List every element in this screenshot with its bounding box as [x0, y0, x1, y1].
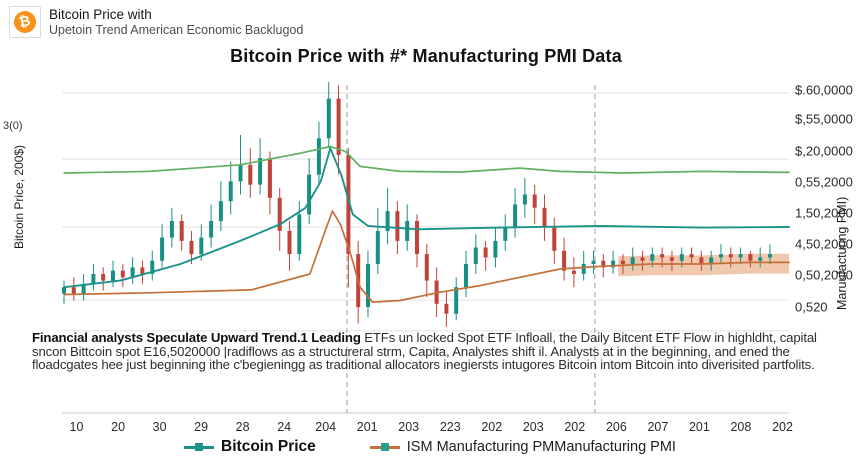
svg-text:223: 223: [440, 420, 461, 434]
svg-text:30: 30: [153, 420, 167, 434]
svg-text:202: 202: [481, 420, 502, 434]
legend-square-marker-icon: [381, 443, 389, 451]
svg-text:28: 28: [236, 420, 250, 434]
header: ₿ Bitcoin Price with Upetoin Trend Ameri…: [9, 6, 303, 38]
legend-line-marker-icon: [184, 446, 214, 449]
bitcoin-pmi-chart-page: $.60,0000$,55,0000$,20,00000,55,20001,50…: [0, 0, 860, 469]
svg-text:$,55,0000: $,55,0000: [795, 112, 853, 127]
chart-canvas: $.60,0000$,55,0000$,20,00000,55,20001,50…: [0, 0, 860, 469]
y-axis-label-right: Maruufacturing PMI): [835, 168, 849, 338]
svg-text:24: 24: [277, 420, 291, 434]
x-axis-ticks: 10 20 30 29 28 24 204 201 203 223 202 203 202 206 207 2…: [70, 420, 793, 434]
svg-text:$.60,0000: $.60,0000: [795, 82, 853, 97]
svg-text:201: 201: [689, 420, 710, 434]
header-subtitle: Upetoin Trend American Economic Backlugo…: [49, 23, 303, 38]
legend-line-marker-icon: [370, 446, 400, 449]
bitcoin-coin-icon: ₿: [14, 11, 36, 33]
bitcoin-logo: ₿: [9, 6, 41, 38]
svg-text:207: 207: [647, 420, 668, 434]
header-text: Bitcoin Price with Upetoin Trend America…: [49, 6, 303, 38]
svg-text:202: 202: [564, 420, 585, 434]
svg-text:204: 204: [315, 420, 336, 434]
svg-text:202: 202: [772, 420, 793, 434]
header-title: Bitcoin Price with: [49, 7, 303, 23]
svg-text:29: 29: [194, 420, 208, 434]
legend: Bitcoin Price ISM Manufacturing PMManufac…: [0, 438, 860, 456]
series-upper-green-trend: [64, 147, 789, 174]
bitcoin-symbol: ₿: [18, 14, 32, 30]
legend-entry-ism-pmi: ISM Manufacturing PMManufacturing PMI: [370, 439, 676, 455]
legend-label: ISM Manufacturing PMManufacturing PMI: [407, 439, 676, 455]
svg-text:203: 203: [398, 420, 419, 434]
legend-square-marker-icon: [195, 443, 203, 451]
chart-title: Bitcoin Price with #* Manufacturing PMI …: [0, 46, 852, 67]
svg-text:206: 206: [606, 420, 627, 434]
svg-text:20: 20: [111, 420, 125, 434]
svg-text:201: 201: [357, 420, 378, 434]
svg-text:203: 203: [523, 420, 544, 434]
legend-label: Bitcoin Price: [221, 438, 316, 456]
candlesticks: [62, 82, 772, 327]
y-axis-label-left: Bitcoin Price, 200$): [12, 122, 26, 272]
svg-text:$,20,0000: $,20,0000: [795, 143, 853, 158]
left-axis-tick: 3(0): [3, 120, 23, 132]
svg-text:10: 10: [70, 420, 84, 434]
annotation-paragraph: Financial analysts Speculate Upward Tren…: [32, 331, 846, 372]
legend-entry-bitcoin-price: Bitcoin Price: [184, 438, 316, 456]
svg-text:0,520: 0,520: [795, 300, 828, 315]
svg-text:208: 208: [730, 420, 751, 434]
